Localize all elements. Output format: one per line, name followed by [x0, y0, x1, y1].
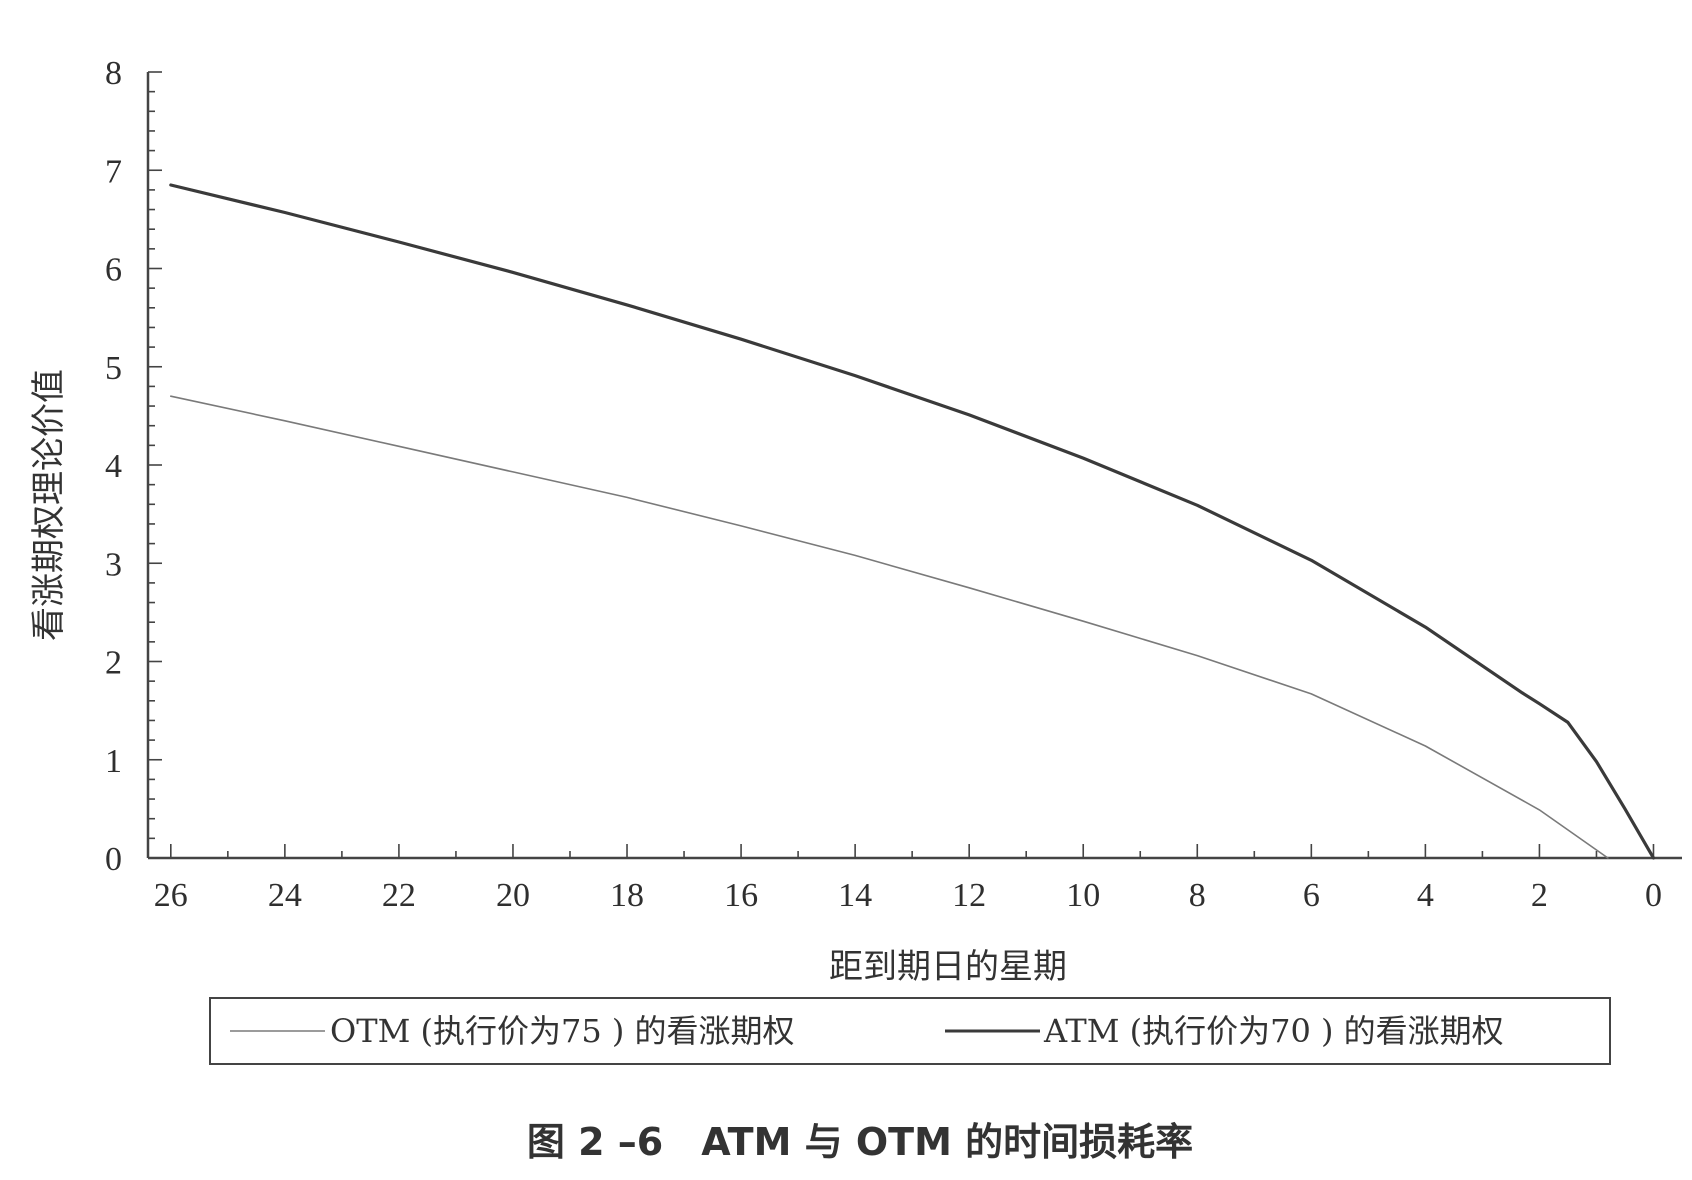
x-tick-label: 14: [838, 877, 872, 914]
y-tick-label: 4: [105, 448, 122, 485]
x-tick-label: 12: [952, 877, 986, 914]
x-tick-label: 20: [496, 877, 530, 914]
y-tick-labels: 0 1 2 3 4 5 6 7 8: [105, 55, 122, 878]
legend-box: [209, 997, 1611, 1065]
y-tick-label: 3: [105, 546, 122, 583]
x-tick-label: 2: [1531, 877, 1548, 914]
y-tick-label: 7: [105, 153, 122, 190]
y-tick-label: 6: [105, 252, 122, 289]
x-axis-title: 距到期日的星期: [829, 947, 1067, 987]
y-tick-label: 2: [105, 645, 122, 682]
x-tick-label: 22: [382, 877, 416, 914]
y-tick-label: 8: [105, 55, 122, 92]
series-line-otm: [170, 395, 1609, 859]
x-tick-label: 18: [610, 877, 644, 914]
series-lines: [169, 183, 1656, 860]
x-tick-label: 6: [1303, 877, 1320, 914]
x-tick-label: 0: [1645, 877, 1662, 914]
y-tick-label: 1: [105, 743, 122, 780]
x-tick-label: 24: [268, 877, 302, 914]
y-tick-label: 0: [105, 841, 122, 878]
legend-label-otm: OTM (执行价为75 ) 的看涨期权: [330, 1012, 795, 1050]
series-line-atm: [169, 183, 1656, 860]
figure-caption: 图 2 –6 ATM 与 OTM 的时间损耗率: [527, 1120, 1193, 1164]
y-axis-title: 看涨期权理论价值: [29, 369, 69, 641]
legend: OTM (执行价为75 ) 的看涨期权 ATM (执行价为70 ) 的看涨期权: [209, 997, 1611, 1065]
x-tick-label: 26: [154, 877, 188, 914]
y-tick-label: 5: [105, 350, 122, 387]
minor-ticks: [148, 71, 1655, 859]
x-tick-label: 10: [1066, 877, 1100, 914]
x-tick-labels: 26 24 22 20 18 16 14 12 10 8 6 4 2 0: [154, 877, 1662, 914]
legend-label-atm: ATM (执行价为70 ) 的看涨期权: [1043, 1012, 1504, 1050]
x-tick-label: 4: [1417, 877, 1434, 914]
axes: [146, 72, 1682, 860]
x-tick-label: 8: [1189, 877, 1206, 914]
x-tick-label: 16: [724, 877, 758, 914]
